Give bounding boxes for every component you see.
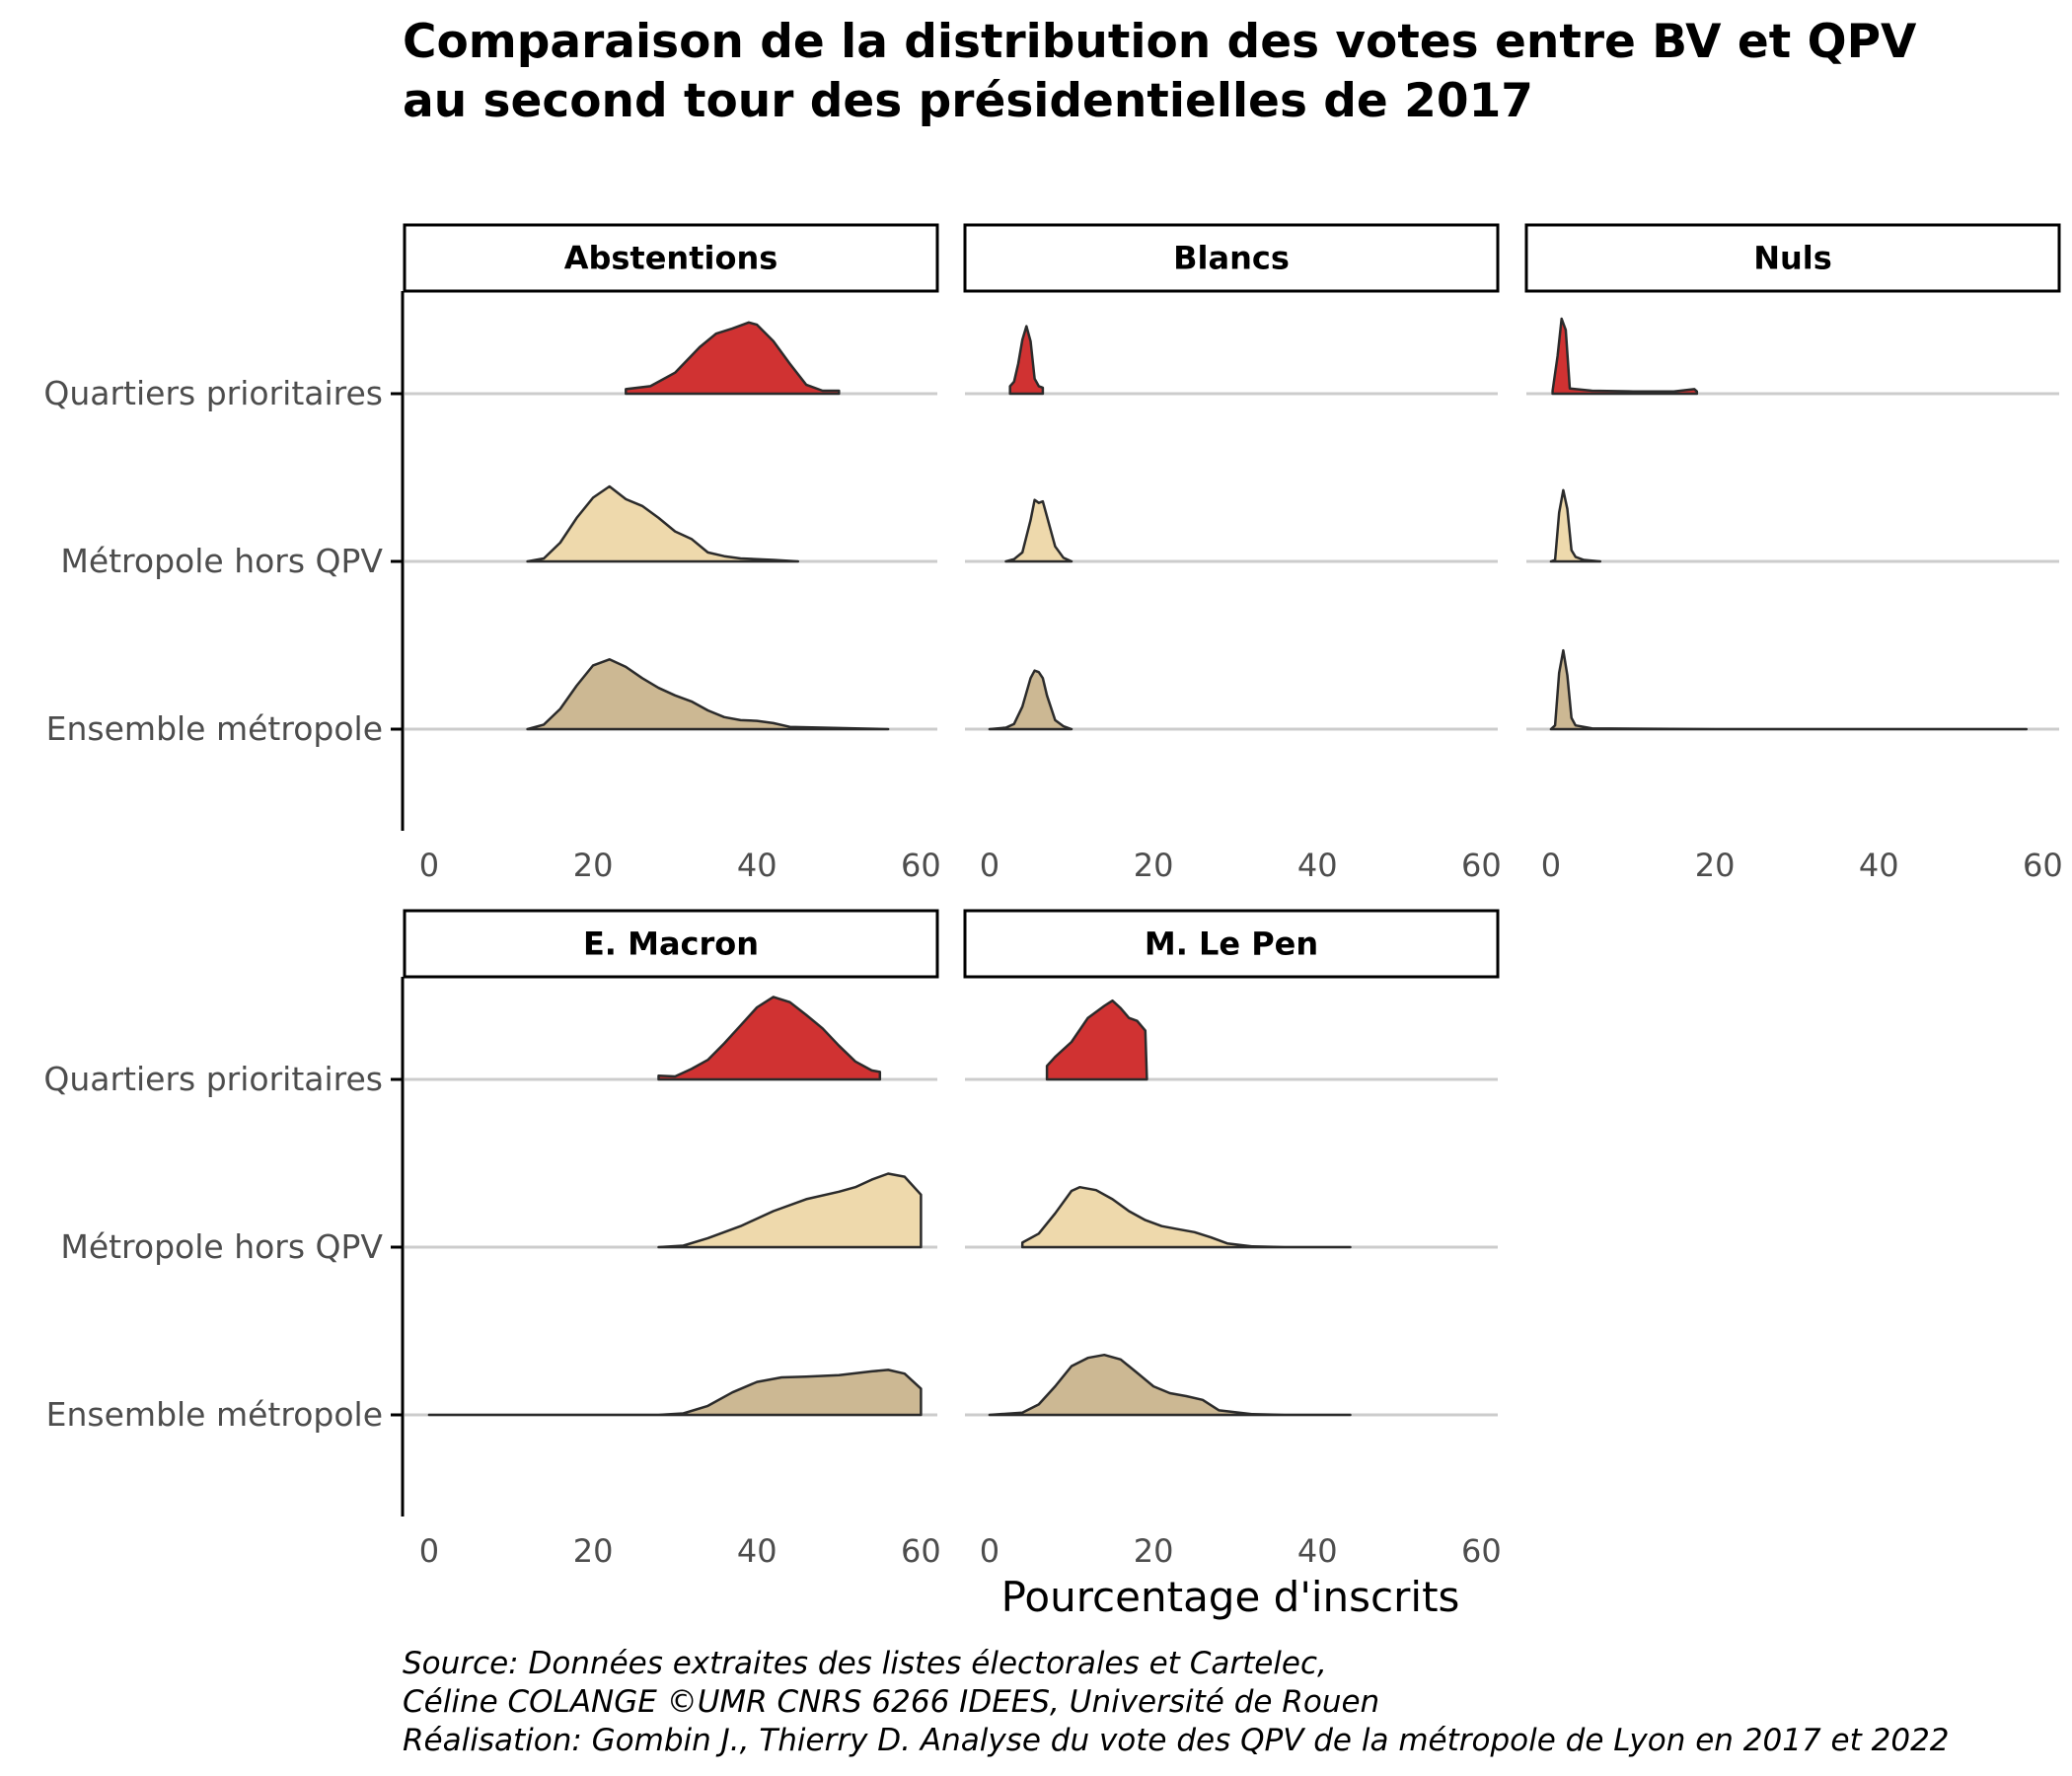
ridge-abstentions-metropole-hors-qpv (527, 486, 798, 561)
ridge-outline-abstentions-metropole-hors-qpv (526, 484, 800, 563)
strip-e-macron (403, 909, 939, 979)
caption-credit: Céline COLANGE ©UMR CNRS 6266 IDEES, Uni… (403, 1684, 1379, 1720)
x-tick-label-blancs-40: 40 (1297, 847, 1338, 884)
ridge-blancs-ensemble-metropole (989, 670, 1072, 729)
panel-e-macron: E. Macron 0 20 40 60 Quartiers prioritaires Mé… (43, 909, 941, 1570)
chart-title: Comparaison de la distribution des votes… (403, 15, 1917, 69)
x-tick-label-e-macron-40: 40 (737, 1532, 777, 1570)
ridge-outline-e-macron-metropole-hors-qpv (657, 1172, 923, 1249)
x-tick-label-nuls-60: 60 (2023, 847, 2063, 884)
ridge-e-macron-metropole-hors-qpv (658, 1173, 922, 1247)
ridge-abstentions-ensemble-metropole (527, 659, 889, 729)
y-label-quartiers-prioritaires: Quartiers prioritaires (43, 374, 383, 412)
x-tick-label-m-le-pen-0: 0 (980, 1532, 999, 1570)
caption-source: Source: Données extraites des listes éle… (403, 1646, 1327, 1681)
y-label-ensemble-metropole: Ensemble métropole (46, 709, 383, 748)
ridge-outline-nuls-ensemble-metropole (1549, 648, 2029, 731)
ridge-nuls-ensemble-metropole (1550, 650, 2027, 729)
ridge-blancs-metropole-hors-qpv (1005, 499, 1072, 561)
ridge-outline-m-le-pen-metropole-hors-qpv (1020, 1185, 1352, 1249)
ridge-blancs-quartiers-prioritaires (1009, 326, 1043, 394)
y-label-ensemble-metropole: Ensemble métropole (46, 1395, 383, 1434)
ridge-m-le-pen-metropole-hors-qpv (1022, 1187, 1351, 1247)
ridge-outline-blancs-ensemble-metropole (988, 669, 1073, 731)
ridge-outline-nuls-metropole-hors-qpv (1549, 488, 1602, 563)
y-label-metropole-hors-qpv: Métropole hors QPV (60, 542, 383, 580)
x-tick-label-blancs-0: 0 (980, 847, 999, 884)
x-tick-label-e-macron-20: 20 (573, 1532, 614, 1570)
x-axis-title: Pourcentage d'inscrits (1001, 1573, 1460, 1621)
panel-m-le-pen: M. Le Pen 0 20 40 60 (963, 909, 1502, 1570)
x-tick-label-m-le-pen-40: 40 (1297, 1532, 1338, 1570)
ridge-m-le-pen-ensemble-metropole (989, 1355, 1351, 1415)
strip-abstentions (403, 223, 939, 293)
strip-label-e-macron: E. Macron (583, 925, 759, 963)
strip-m-le-pen (963, 909, 1500, 979)
x-tick-label-nuls-0: 0 (1541, 847, 1561, 884)
x-tick-label-nuls-40: 40 (1859, 847, 1899, 884)
ridge-outline-abstentions-quartiers-prioritaires (625, 321, 841, 396)
ridge-e-macron-quartiers-prioritaires (658, 997, 880, 1079)
x-tick-label-nuls-20: 20 (1695, 847, 1736, 884)
ridge-abstentions-quartiers-prioritaires (626, 322, 840, 394)
chart-title-line2: au second tour des présidentielles de 20… (403, 74, 1533, 128)
ridge-nuls-metropole-hors-qpv (1550, 489, 1600, 561)
strip-nuls (1524, 223, 2061, 293)
ridge-outline-m-le-pen-ensemble-metropole (988, 1353, 1352, 1417)
strip-label-nuls: Nuls (1753, 240, 1832, 277)
x-tick-label-abstentions-60: 60 (901, 847, 941, 884)
ridge-e-macron-ensemble-metropole (428, 1369, 922, 1415)
panel-blancs: Blancs 0 20 40 60 (963, 223, 1502, 884)
y-label-metropole-hors-qpv: Métropole hors QPV (60, 1227, 383, 1266)
x-tick-label-abstentions-0: 0 (419, 847, 439, 884)
ridge-outline-e-macron-ensemble-metropole (427, 1369, 923, 1417)
x-tick-label-m-le-pen-60: 60 (1461, 1532, 1502, 1570)
x-tick-label-abstentions-40: 40 (737, 847, 777, 884)
ridge-nuls-quartiers-prioritaires (1552, 319, 1697, 394)
x-tick-label-e-macron-0: 0 (419, 1532, 439, 1570)
panel-abstentions: Abstentions 0 20 40 60 Quartiers prioritaires… (43, 223, 941, 884)
strip-label-blancs: Blancs (1173, 240, 1290, 277)
ridge-outline-blancs-metropole-hors-qpv (1004, 498, 1073, 563)
strip-blancs (963, 223, 1500, 293)
ridge-outline-nuls-quartiers-prioritaires (1551, 317, 1699, 396)
x-tick-label-blancs-60: 60 (1461, 847, 1502, 884)
strip-label-abstentions: Abstentions (564, 240, 778, 277)
ridge-m-le-pen-quartiers-prioritaires (1047, 1000, 1147, 1079)
x-tick-label-e-macron-60: 60 (901, 1532, 941, 1570)
ridge-outline-abstentions-ensemble-metropole (526, 658, 890, 731)
x-tick-label-blancs-20: 20 (1134, 847, 1174, 884)
panel-nuls: Nuls 0 20 40 60 (1524, 223, 2063, 884)
ridge-outline-blancs-quartiers-prioritaires (1008, 325, 1045, 396)
panels-layer: Abstentions 0 20 40 60 Quartiers prioritaires… (43, 223, 2063, 1570)
caption-realisation: Réalisation: Gombin J., Thierry D. Analy… (403, 1723, 1950, 1758)
x-tick-label-m-le-pen-20: 20 (1134, 1532, 1174, 1570)
ridge-outline-m-le-pen-quartiers-prioritaires (1045, 999, 1148, 1081)
strip-label-m-le-pen: M. Le Pen (1145, 925, 1318, 963)
ridge-outline-e-macron-quartiers-prioritaires (657, 996, 882, 1081)
x-tick-label-abstentions-20: 20 (573, 847, 614, 884)
y-label-quartiers-prioritaires: Quartiers prioritaires (43, 1060, 383, 1098)
